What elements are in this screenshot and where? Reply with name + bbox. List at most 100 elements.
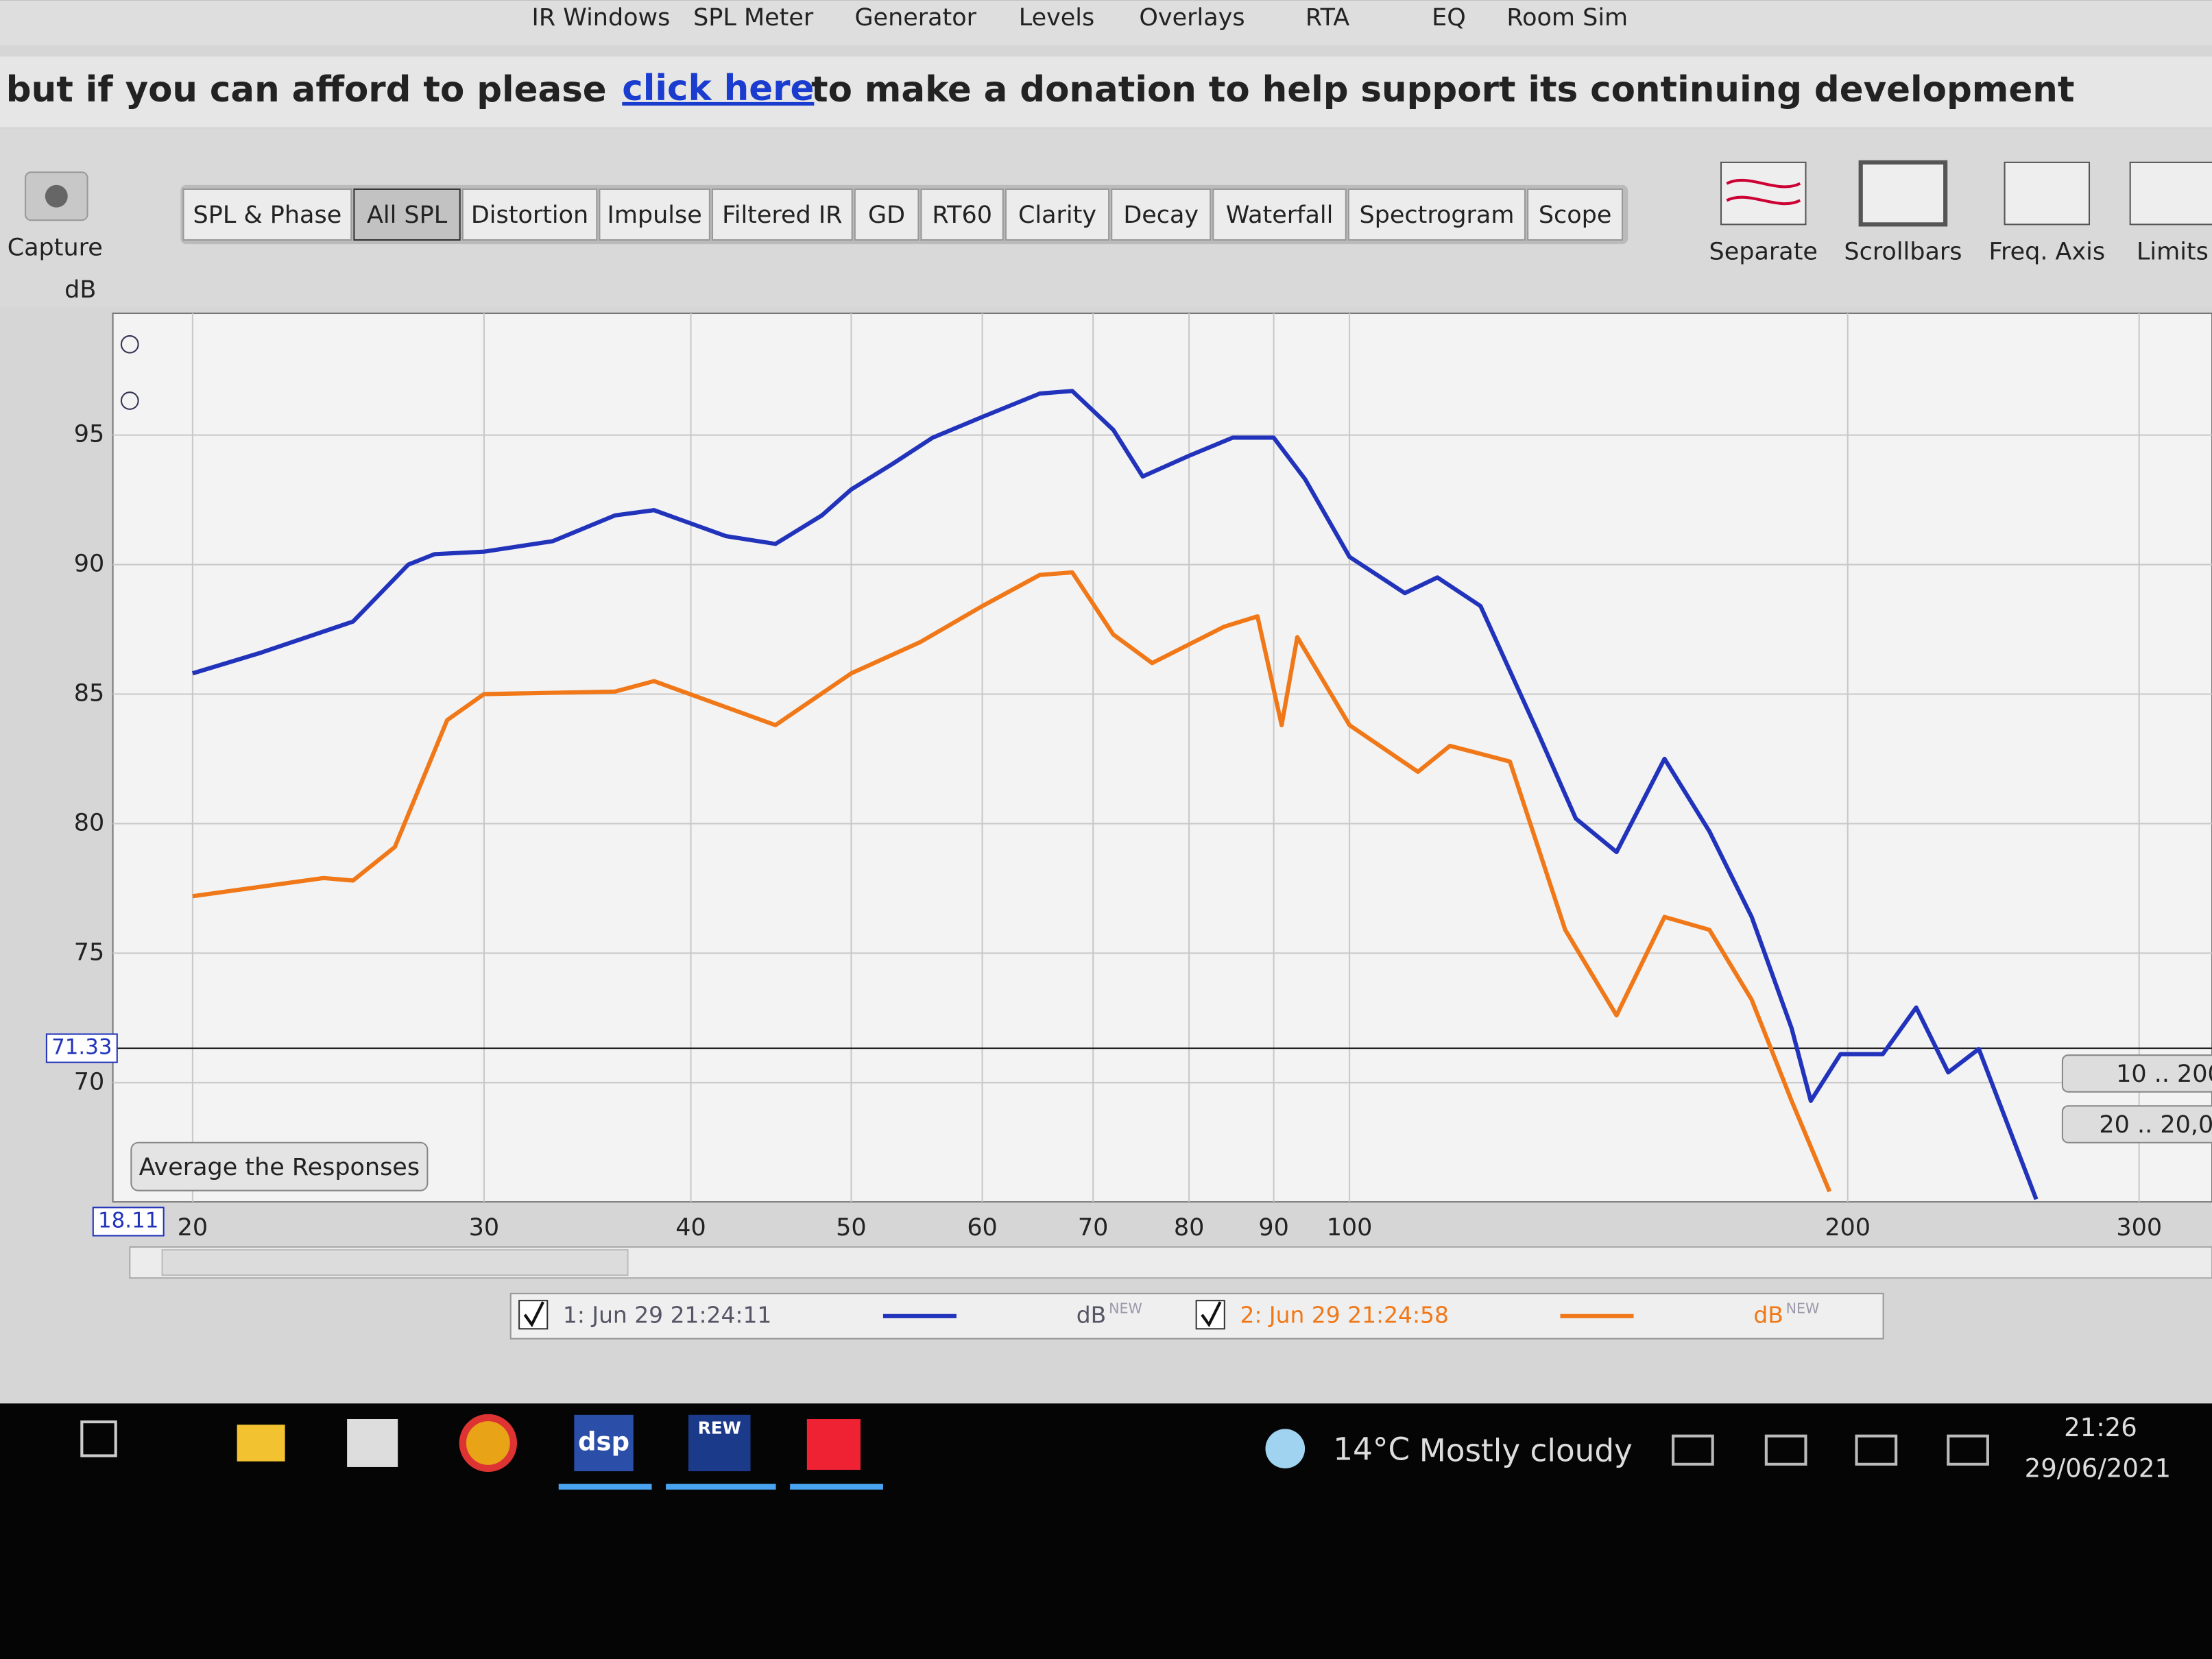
chrome-icon[interactable] xyxy=(459,1414,518,1473)
store-icon[interactable] xyxy=(347,1418,398,1467)
x-tick-label: 300 xyxy=(2116,1214,2162,1242)
tab[interactable] xyxy=(599,188,710,241)
tool-label[interactable]: Freq. Axis xyxy=(1988,239,2105,266)
tab-label[interactable]: Waterfall xyxy=(1226,202,1334,229)
legend-check xyxy=(523,1301,544,1328)
y-axis-label: dB xyxy=(64,276,96,304)
tab-label[interactable]: RT60 xyxy=(932,202,992,229)
weather[interactable]: Mostly cloudy xyxy=(1419,1432,1633,1468)
tab-label[interactable]: All SPL xyxy=(367,202,448,229)
menu-item[interactable]: Generator xyxy=(854,4,976,32)
range-button-label[interactable]: 10 .. 200 xyxy=(2116,1061,2212,1088)
tab[interactable] xyxy=(182,188,352,241)
menu-item[interactable]: Overlays xyxy=(1139,4,1245,32)
x-tick-label: 20 xyxy=(178,1214,208,1242)
cursor-y-label: 71.33 xyxy=(51,1035,112,1060)
tray-icon[interactable] xyxy=(1947,1434,1989,1466)
legend-unit: dB xyxy=(1077,1301,1106,1328)
legend-name: 1: Jun 29 21:24:11 xyxy=(563,1301,771,1328)
clock-date[interactable]: 29/06/2021 xyxy=(2025,1454,2171,1484)
average-button-label[interactable]: Average the Responses xyxy=(139,1154,420,1181)
zoom-icon[interactable] xyxy=(120,335,139,354)
dsp-icon-label[interactable]: dsp xyxy=(578,1427,629,1456)
tool-icon[interactable] xyxy=(1720,161,1807,226)
y-tick-label: 75 xyxy=(74,939,105,966)
file-explorer-icon[interactable] xyxy=(237,1425,285,1462)
tray-icon[interactable] xyxy=(1672,1434,1714,1466)
clock-time[interactable]: 21:26 xyxy=(2064,1413,2137,1442)
tab[interactable] xyxy=(461,188,598,241)
x-tick-label: 100 xyxy=(1327,1214,1373,1242)
legend-unit-tag: NEW xyxy=(1786,1300,1820,1317)
range-button[interactable] xyxy=(2061,1105,2212,1143)
y-tick-label: 90 xyxy=(74,550,105,578)
banner-text: to make a donation to help support its c… xyxy=(811,69,2074,110)
tool-icon[interactable] xyxy=(2129,161,2212,226)
y-tick-label: 85 xyxy=(74,679,105,707)
tray-icon[interactable] xyxy=(1764,1434,1807,1466)
tab-label[interactable]: Decay xyxy=(1123,202,1199,229)
menu-item[interactable]: Levels xyxy=(1019,4,1095,32)
tab-label[interactable]: Spectrogram xyxy=(1359,202,1514,229)
x-tick-label: 70 xyxy=(1078,1214,1109,1242)
taskbar xyxy=(0,1403,2212,1659)
capture-label[interactable]: Capture xyxy=(8,234,103,261)
tab[interactable] xyxy=(1005,188,1110,241)
tray-icon[interactable] xyxy=(1855,1434,1898,1466)
menu-item[interactable]: SPL Meter xyxy=(693,4,814,32)
dsp-icon[interactable] xyxy=(574,1414,634,1472)
legend-unit-tag: NEW xyxy=(1109,1300,1142,1317)
tool-label[interactable]: Scrollbars xyxy=(1844,239,1962,266)
zoom-icon[interactable] xyxy=(120,391,139,410)
menu-item[interactable]: Room Sim xyxy=(1506,4,1628,32)
tab[interactable] xyxy=(1212,188,1347,241)
plot-area xyxy=(112,312,2212,1203)
y-tick-label: 95 xyxy=(74,421,105,448)
menu-item[interactable]: IR Windows xyxy=(532,4,671,32)
range-button[interactable] xyxy=(2061,1054,2212,1093)
tool-label[interactable]: Limits xyxy=(2137,239,2209,266)
tab[interactable] xyxy=(711,188,853,241)
response-line xyxy=(192,570,1832,1193)
legend-name: 2: Jun 29 21:24:58 xyxy=(1240,1301,1448,1328)
donation-link[interactable]: click here xyxy=(622,68,814,109)
x-tick-label: 30 xyxy=(469,1214,500,1242)
x-tick-label: 50 xyxy=(836,1214,867,1242)
tab[interactable] xyxy=(1527,188,1624,241)
tab-label[interactable]: Filtered IR xyxy=(722,202,842,229)
legend-check xyxy=(1201,1301,1222,1328)
tool-icon[interactable] xyxy=(2004,161,2091,226)
rew-icon-label[interactable]: REW xyxy=(698,1418,741,1438)
tab-label[interactable]: Scope xyxy=(1539,202,1612,229)
temperature[interactable]: 14°C xyxy=(1333,1431,1410,1467)
scrollbar-thumb[interactable] xyxy=(161,1249,629,1276)
menu-item[interactable]: EQ xyxy=(1432,4,1466,32)
task-view-icon[interactable] xyxy=(80,1420,117,1457)
rew-icon[interactable] xyxy=(688,1414,751,1472)
tab-label[interactable]: Clarity xyxy=(1018,202,1096,229)
range-button-label[interactable]: 20 .. 20,00 xyxy=(2099,1111,2212,1139)
capture-lens xyxy=(45,184,68,208)
tab-label[interactable]: GD xyxy=(868,202,905,229)
tab-label[interactable]: SPL & Phase xyxy=(193,202,342,229)
tool-label[interactable]: Separate xyxy=(1709,239,1818,266)
x-tick-label: 40 xyxy=(675,1214,706,1242)
app-icon[interactable] xyxy=(806,1418,861,1470)
x-tick-label: 90 xyxy=(1258,1214,1289,1242)
tab[interactable] xyxy=(854,188,919,241)
average-button[interactable] xyxy=(130,1141,429,1191)
tool-icon[interactable] xyxy=(1858,160,1948,227)
tab[interactable] xyxy=(353,188,461,241)
tab-label[interactable]: Distortion xyxy=(471,202,588,229)
legend-unit: dB xyxy=(1753,1301,1783,1328)
tab[interactable] xyxy=(920,188,1004,241)
y-tick-label: 80 xyxy=(74,809,105,836)
tab[interactable] xyxy=(1111,188,1212,241)
tab-label[interactable]: Impulse xyxy=(608,202,702,229)
cursor-x-label: 18.11 xyxy=(98,1208,158,1233)
menu-bar xyxy=(0,0,2212,46)
tab[interactable] xyxy=(1347,188,1526,241)
menu-item[interactable]: RTA xyxy=(1306,4,1349,32)
